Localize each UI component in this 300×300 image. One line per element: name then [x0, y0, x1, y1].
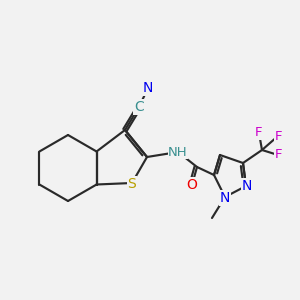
Text: NH: NH	[168, 146, 188, 158]
Text: F: F	[255, 127, 263, 140]
Text: N: N	[242, 179, 252, 193]
Text: S: S	[128, 177, 136, 191]
Text: N: N	[220, 191, 230, 205]
Text: F: F	[274, 130, 282, 142]
Text: F: F	[274, 148, 282, 161]
Text: O: O	[187, 178, 197, 192]
Text: C: C	[134, 100, 144, 114]
Text: N: N	[143, 81, 153, 95]
